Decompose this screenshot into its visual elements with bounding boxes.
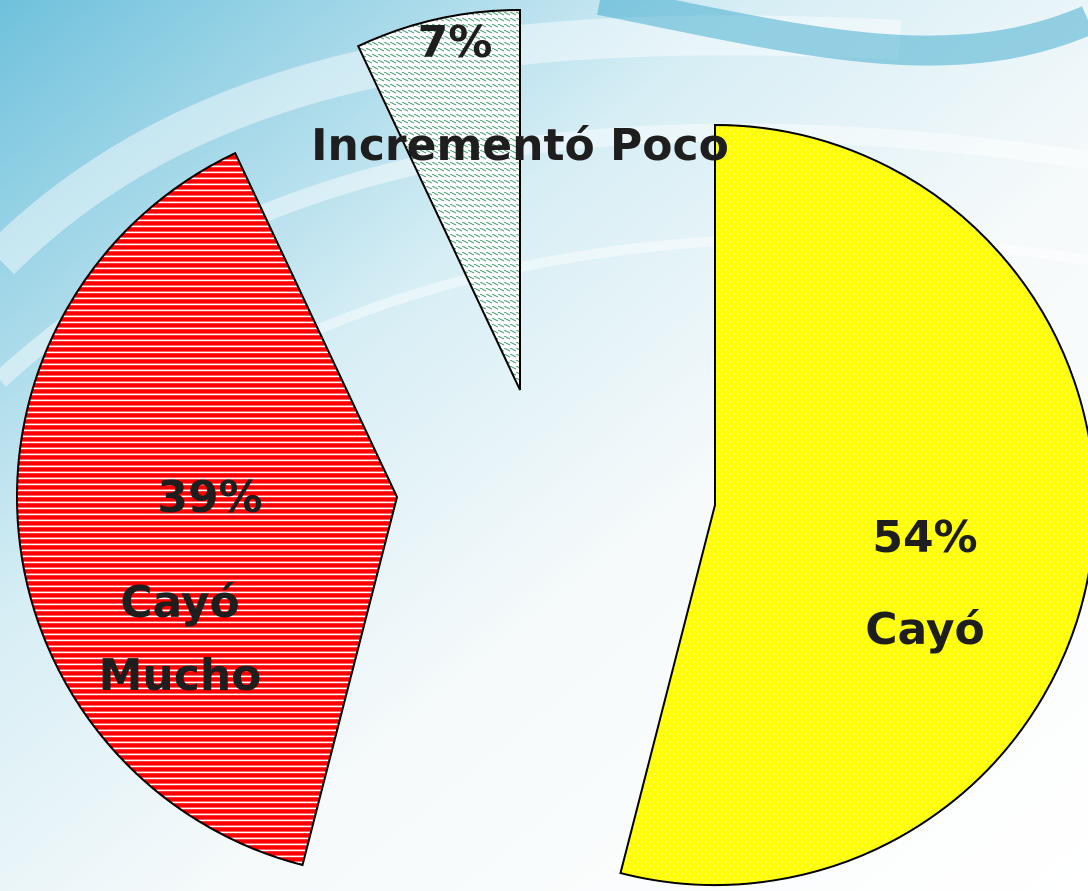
value-label: 39% [157,472,262,523]
value-label: 7% [418,17,493,68]
pie-slice [619,123,1088,886]
category-label: Cayó [865,604,985,655]
category-label: Incrementó Poco [311,120,729,171]
pie-slice [16,151,399,867]
value-label: 54% [872,512,977,563]
category-label: Cayó Mucho [99,577,262,701]
pie-slice [356,8,521,391]
